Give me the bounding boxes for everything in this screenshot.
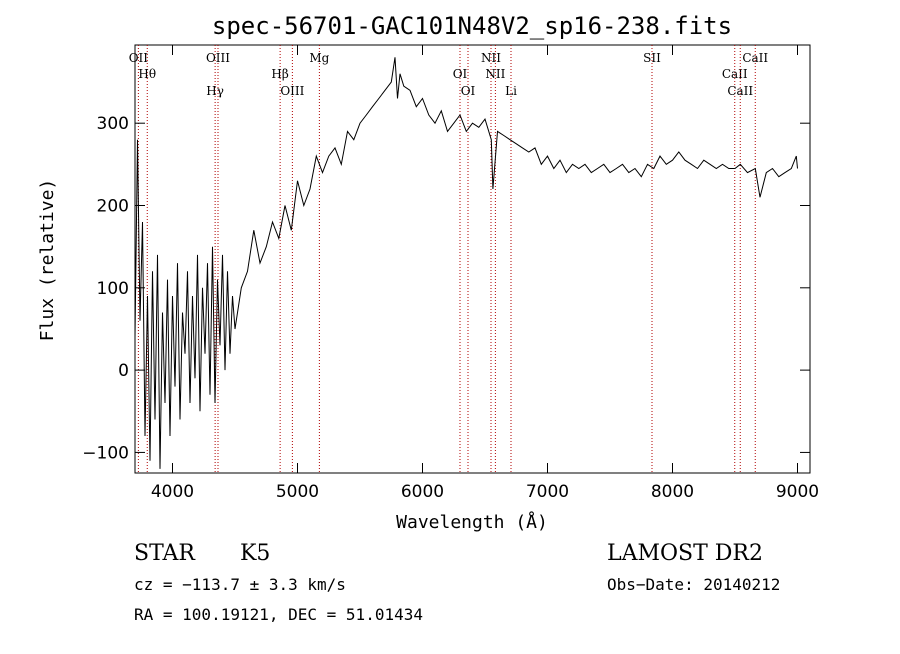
x-tick-label: 5000 (276, 482, 319, 502)
y-tick-label: −100 (82, 443, 129, 463)
obs-date-text: Obs−Date: 20140212 (607, 575, 780, 594)
line-marker-label: OI (453, 67, 468, 81)
y-tick-label: 300 (97, 114, 129, 134)
redshift-text: cz = −113.7 ± 3.3 km/s (134, 575, 346, 594)
x-tick-label: 8000 (651, 482, 694, 502)
y-axis-label: Flux (relative) (37, 179, 58, 342)
line-marker-label: NII (485, 67, 505, 81)
info-block: STAR K5 LAMOST DR2 cz = −113.7 ± 3.3 km/… (134, 541, 780, 624)
line-marker-label: SII (643, 51, 661, 65)
y-tick-label: 200 (97, 197, 129, 217)
line-marker-label: Hθ (138, 67, 156, 81)
line-marker-label: OIII (280, 84, 304, 98)
x-tick-label: 9000 (776, 482, 819, 502)
line-marker-label: Mg (309, 51, 329, 65)
radec-text: RA = 100.19121, DEC = 51.01434 (134, 605, 423, 624)
survey-name: LAMOST DR2 (607, 541, 763, 566)
y-tick-label: 0 (118, 361, 129, 381)
line-marker-label: OIII (206, 51, 230, 65)
line-marker-label: Hγ (206, 84, 224, 98)
x-axis-label: Wavelength (Å) (396, 511, 548, 533)
x-tick-label: 6000 (401, 482, 444, 502)
line-marker-layer: OIIHθHγOIIIHβOIIIMgOIOINIINIILiSIICaIICa… (129, 45, 768, 473)
line-marker-label: OII (129, 51, 149, 65)
x-tick-label: 4000 (151, 482, 194, 502)
line-marker-label: NII (481, 51, 501, 65)
line-marker-label: CaII (727, 84, 753, 98)
line-marker-label: CaII (742, 51, 768, 65)
plot-area: OIIHθHγOIIIHβOIIIMgOIOINIINIILiSIICaIICa… (82, 44, 819, 502)
y-tick-label: 100 (97, 279, 129, 299)
spectrum-line (134, 57, 798, 469)
plot-frame (134, 44, 811, 474)
line-marker-label: CaII (722, 67, 748, 81)
line-marker-label: OI (461, 84, 476, 98)
line-marker-label: Li (505, 84, 517, 98)
chart-title: spec-56701-GAC101N48V2_sp16-238.fits (212, 12, 732, 40)
tick-layer: 4000 5000 6000 7000 8000 9000 −100 0 100 200 300 (82, 45, 819, 502)
object-class: STAR (134, 541, 196, 566)
series-layer (134, 57, 798, 469)
x-tick-label: 7000 (526, 482, 569, 502)
line-marker-label: Hβ (271, 67, 288, 81)
object-subclass: K5 (240, 541, 270, 566)
